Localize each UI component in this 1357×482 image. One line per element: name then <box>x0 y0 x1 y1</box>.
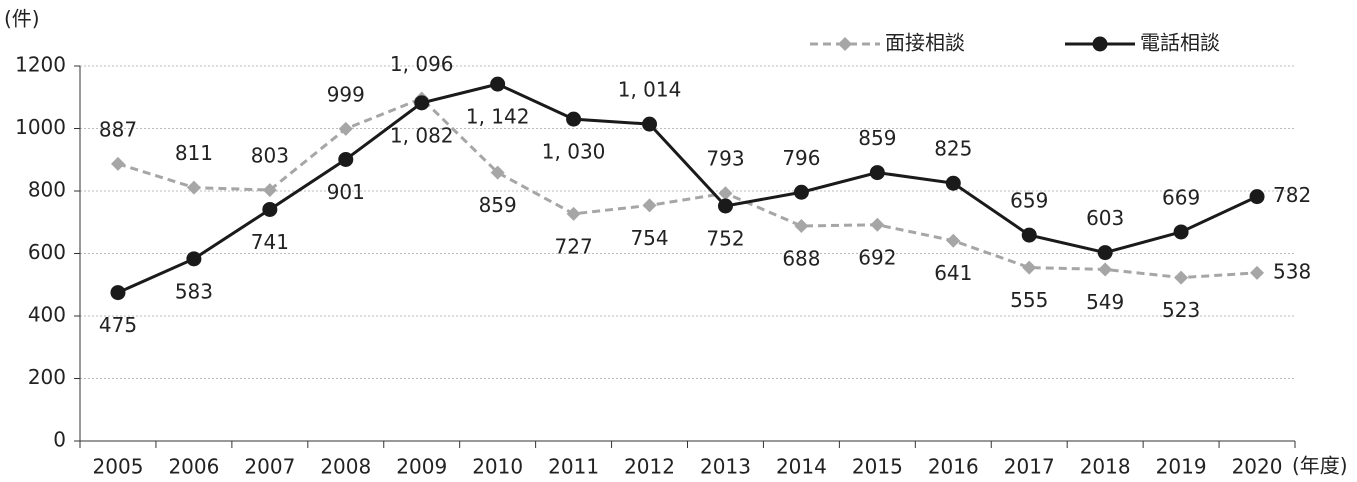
data-label: 1, 030 <box>542 140 606 164</box>
x-tick-label: 2014 <box>776 455 827 479</box>
y-axis-label: (件) <box>4 7 40 31</box>
marker <box>566 111 582 127</box>
data-label: 692 <box>858 245 896 269</box>
data-label: 1, 096 <box>390 52 454 76</box>
marker <box>838 37 852 51</box>
data-label: 741 <box>251 230 289 254</box>
marker <box>338 121 353 136</box>
marker <box>1021 227 1037 243</box>
data-label: 859 <box>858 126 896 150</box>
marker <box>414 95 430 111</box>
marker <box>945 175 961 191</box>
data-label: 811 <box>175 141 213 165</box>
x-tick-label: 2018 <box>1080 455 1131 479</box>
data-label: 752 <box>706 227 744 251</box>
x-tick-label: 2019 <box>1156 455 1207 479</box>
data-label: 901 <box>327 180 365 204</box>
x-axis-label: (年度) <box>1292 454 1348 478</box>
data-label: 782 <box>1273 183 1311 207</box>
marker <box>794 219 809 233</box>
data-label: 999 <box>327 82 365 106</box>
y-tick-label: 200 <box>28 365 66 389</box>
marker <box>110 156 125 171</box>
y-tick-label: 800 <box>28 178 66 202</box>
data-label: 1, 142 <box>466 105 530 129</box>
x-tick-label: 2015 <box>852 455 903 479</box>
marker <box>1097 245 1113 261</box>
marker <box>869 165 885 181</box>
y-tick-label: 600 <box>28 240 66 264</box>
x-tick-label: 2009 <box>396 455 447 479</box>
data-label: 727 <box>555 234 593 258</box>
data-label: 793 <box>706 147 744 171</box>
marker <box>490 165 505 180</box>
y-tick-label: 0 <box>53 428 66 452</box>
legend-label: 面接相談 <box>885 31 965 55</box>
x-tick-label: 2006 <box>168 455 219 479</box>
data-label: 641 <box>934 261 972 285</box>
data-label: 555 <box>1010 288 1048 312</box>
data-label: 669 <box>1162 185 1200 209</box>
x-tick-label: 2017 <box>1004 455 1055 479</box>
marker <box>717 198 733 214</box>
y-tick-label: 1200 <box>15 53 66 77</box>
marker <box>793 184 809 200</box>
data-label: 803 <box>251 144 289 168</box>
marker <box>870 217 885 232</box>
data-label: 1, 014 <box>618 78 682 102</box>
data-label: 475 <box>99 313 137 337</box>
data-label: 538 <box>1273 259 1311 283</box>
marker <box>338 151 354 167</box>
legend-label: 電話相談 <box>1140 31 1220 55</box>
series-line <box>117 96 1258 280</box>
marker <box>718 186 733 201</box>
x-tick-label: 2020 <box>1232 455 1283 479</box>
x-tick-label: 2013 <box>700 455 751 479</box>
marker <box>490 76 506 92</box>
data-label: 825 <box>934 137 972 161</box>
marker <box>1173 224 1189 240</box>
x-tick-label: 2007 <box>244 455 295 479</box>
data-label: 796 <box>782 146 820 170</box>
x-tick-label: 2005 <box>93 455 144 479</box>
marker <box>946 233 961 248</box>
marker <box>642 116 658 132</box>
x-tick-label: 2010 <box>472 455 523 479</box>
data-label: 1, 082 <box>390 123 454 147</box>
x-tick-label: 2016 <box>928 455 979 479</box>
data-label: 603 <box>1086 206 1124 230</box>
data-label: 659 <box>1010 189 1048 213</box>
y-tick-label: 1000 <box>15 115 66 139</box>
x-tick-label: 2008 <box>320 455 371 479</box>
marker <box>1092 36 1108 52</box>
data-label: 549 <box>1086 290 1124 314</box>
data-label: 523 <box>1162 298 1200 322</box>
marker <box>186 180 201 195</box>
marker <box>1022 260 1037 275</box>
marker <box>110 285 126 301</box>
data-label: 583 <box>175 279 213 303</box>
marker <box>566 206 581 221</box>
marker <box>1250 265 1265 280</box>
y-tick-label: 400 <box>28 303 66 327</box>
x-tick-label: 2012 <box>624 455 675 479</box>
data-label: 887 <box>99 117 137 141</box>
series-line <box>117 82 1258 294</box>
marker <box>1174 270 1189 285</box>
marker <box>186 251 202 267</box>
data-label: 754 <box>630 226 668 250</box>
marker <box>262 201 278 217</box>
data-label: 859 <box>479 193 517 217</box>
marker <box>642 198 657 213</box>
marker <box>262 183 277 198</box>
marker <box>1098 262 1113 277</box>
marker <box>1249 189 1265 205</box>
data-label: 688 <box>782 247 820 271</box>
x-tick-label: 2011 <box>548 455 599 479</box>
